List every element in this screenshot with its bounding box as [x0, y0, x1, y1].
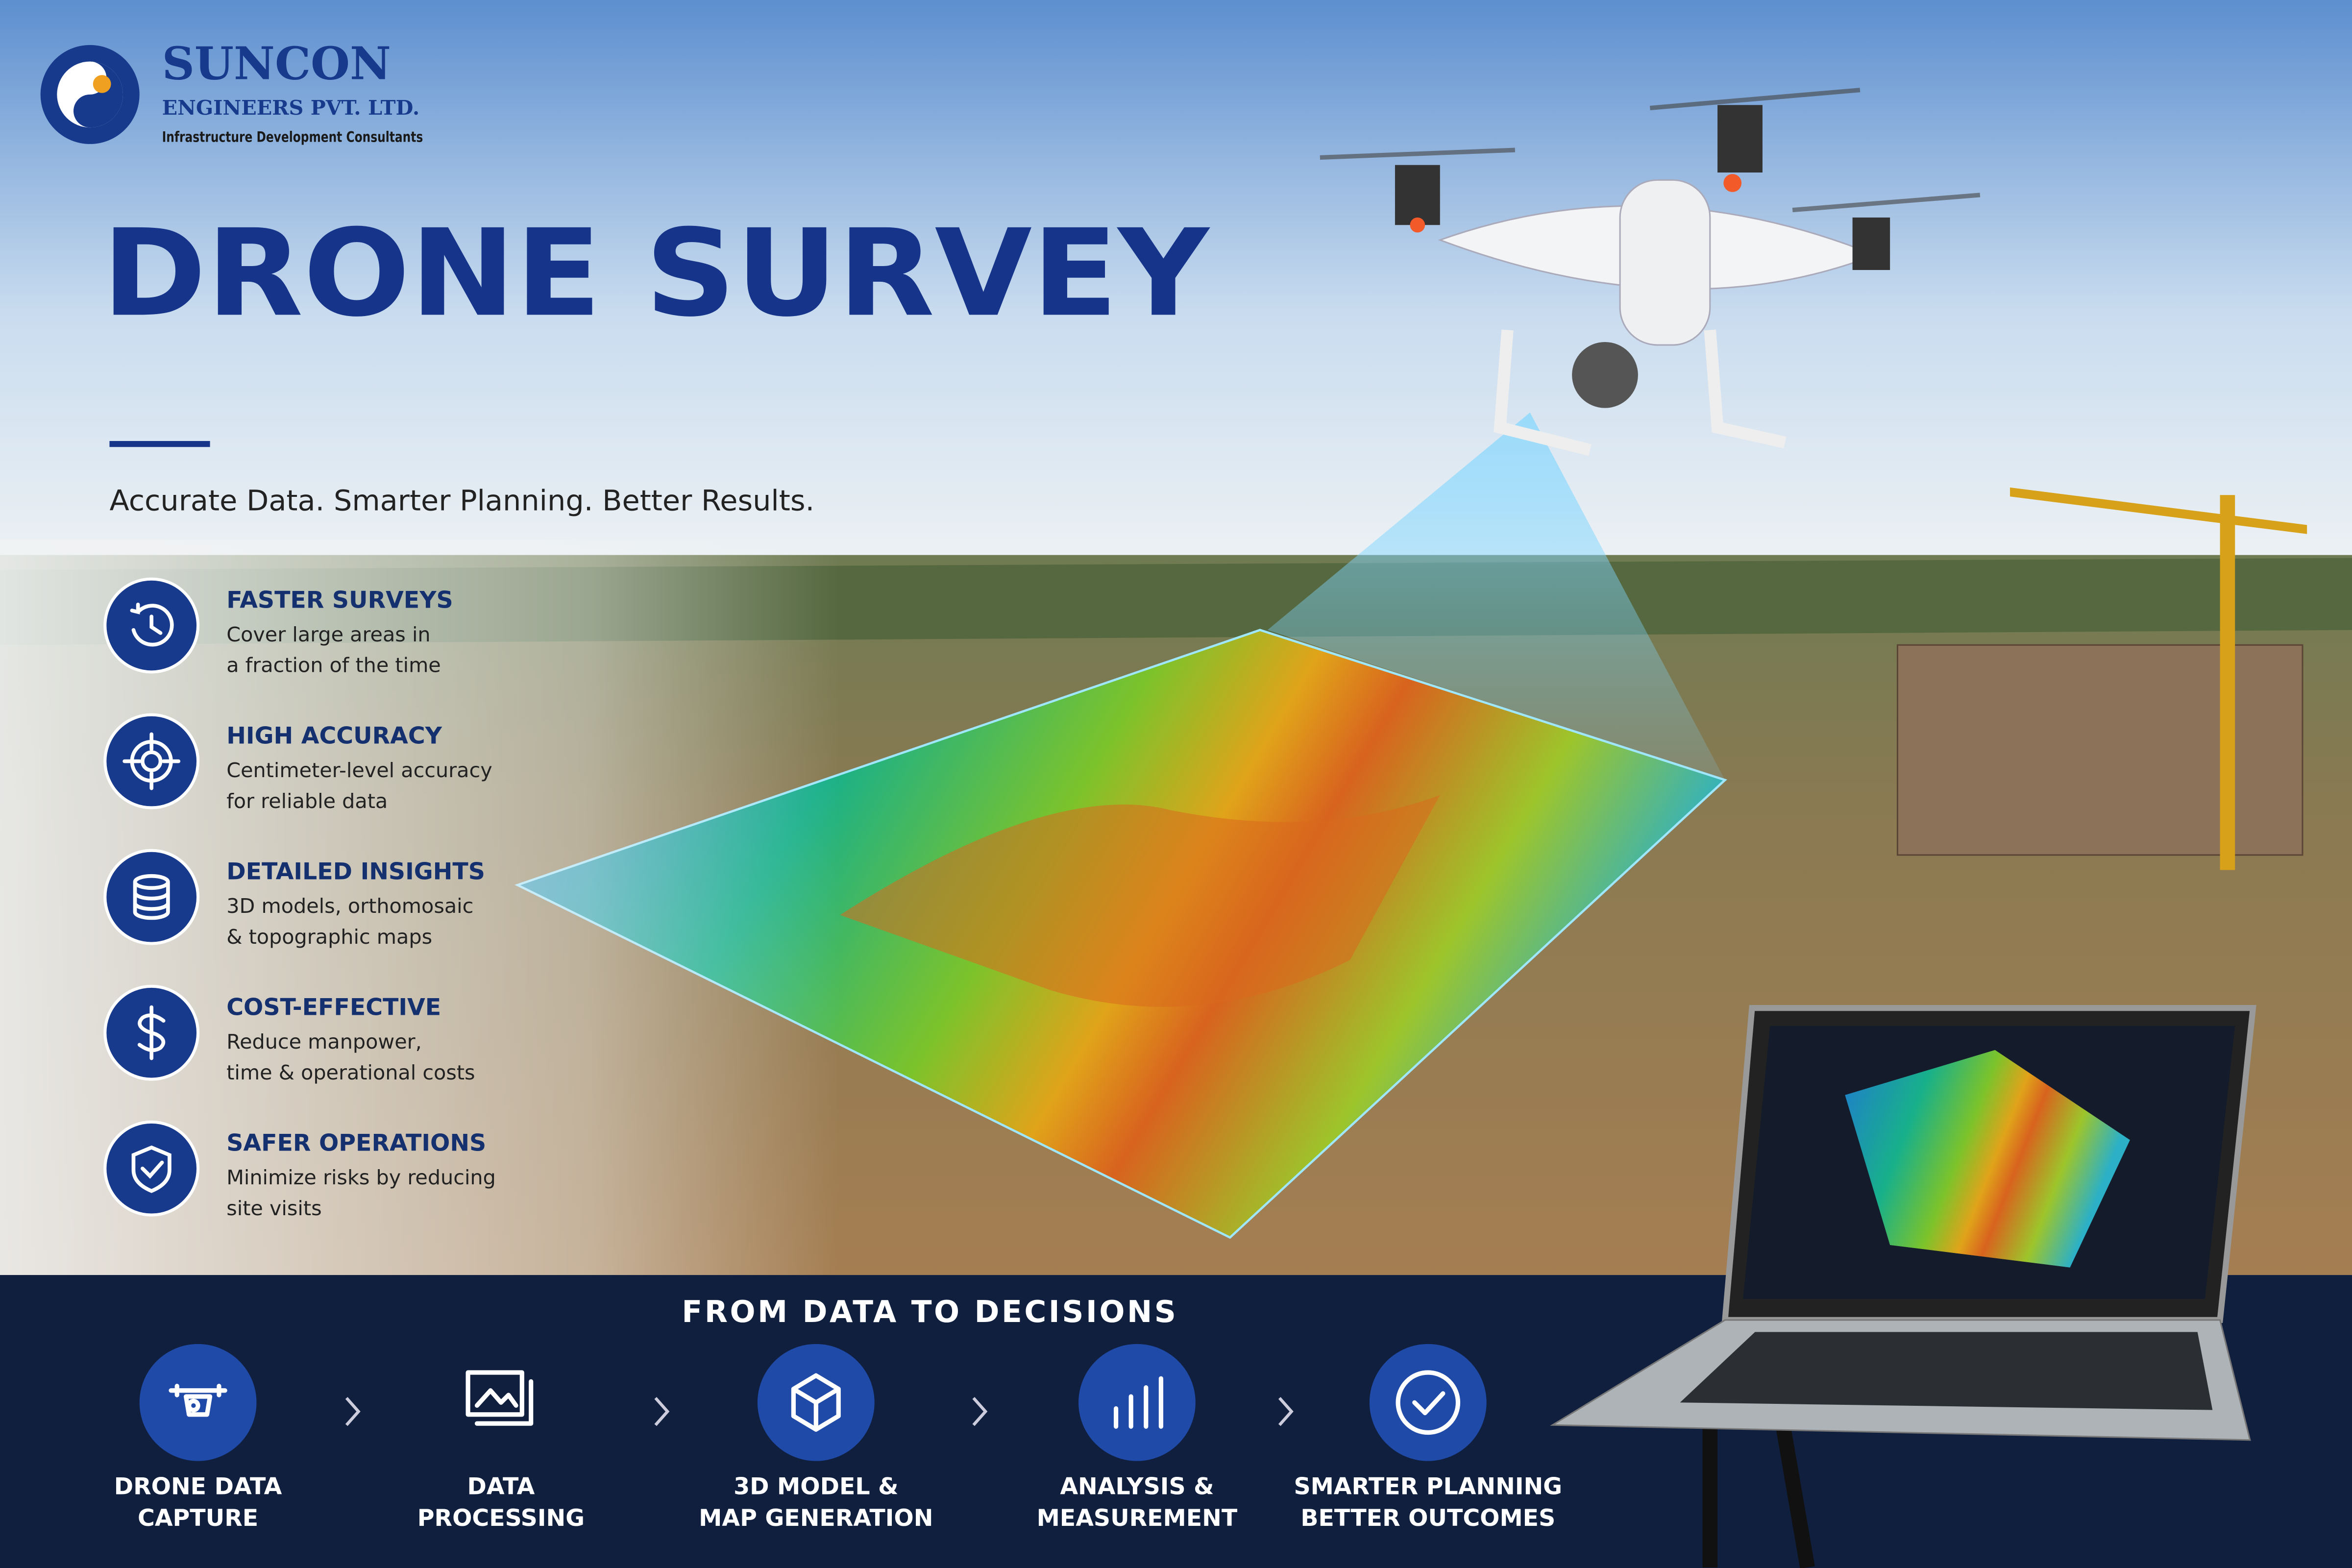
step-icon [169, 1383, 227, 1417]
feature-text: & topographic maps [226, 925, 432, 949]
screen-terrain [1845, 1050, 2130, 1268]
step-arrow [654, 1397, 670, 1426]
step-label: ANALYSIS & [1060, 1473, 1214, 1500]
step-icon-bg [1369, 1344, 1487, 1461]
drone-legs [1494, 329, 1787, 456]
step-label: SMARTER PLANNING [1294, 1473, 1562, 1500]
feature-text: 3D models, orthomosaic [226, 894, 473, 918]
feature-text: Cover large areas in [226, 623, 430, 646]
feature-icon [131, 1145, 172, 1193]
step-icon [1113, 1376, 1163, 1429]
feature-title: SAFER OPERATIONS [226, 1130, 486, 1157]
terrain-peak [840, 795, 1440, 1007]
drone-light [1410, 217, 1425, 233]
step-arrow [972, 1397, 988, 1426]
step-label: BETTER OUTCOMES [1300, 1505, 1555, 1532]
motor [1395, 165, 1440, 225]
step-label: MAP GENERATION [699, 1505, 933, 1532]
feature-text: Minimize risks by reducing [226, 1166, 496, 1189]
feature-text: a fraction of the time [226, 654, 441, 677]
feature-icon [130, 602, 174, 647]
step-label: PROCESSING [417, 1505, 585, 1532]
company-name-line2: ENGINEERS PVT. LTD. [162, 96, 420, 120]
feature-icon [133, 874, 170, 920]
feature-icon [137, 1005, 166, 1060]
step-icon-bg [1078, 1344, 1196, 1461]
feature-text: for reliable data [226, 789, 388, 813]
building [1896, 644, 2303, 856]
step-arrow [345, 1397, 361, 1426]
feature-title: HIGH ACCURACY [226, 723, 442, 750]
crane [2010, 487, 2307, 870]
feature-title: DETAILED INSIGHTS [226, 858, 485, 885]
step-arrow [1278, 1397, 1294, 1426]
step-icon [466, 1370, 534, 1426]
propeller [1320, 88, 1981, 213]
drone [1320, 88, 1981, 456]
company-tagline: Infrastructure Development Consultants [162, 129, 423, 146]
main-title: DRONE SURVEY [102, 203, 1210, 343]
drone-light [1723, 174, 1742, 192]
feature-title: COST-EFFECTIVE [226, 994, 441, 1021]
step-label: CAPTURE [138, 1505, 258, 1532]
feature-list: FASTER SURVEYS Cover large areas in a frac… [103, 577, 496, 1220]
motor [1717, 105, 1763, 173]
feature-text: Centimeter-level accuracy [226, 759, 492, 782]
slogan: Accurate Data. Smarter Planning. Better … [109, 484, 814, 517]
feature-icon [122, 732, 181, 790]
drone-fuselage [1619, 179, 1711, 346]
feature-icon-bg [103, 1120, 200, 1217]
company-name: SUNCON [162, 37, 391, 90]
step-label: MEASUREMENT [1037, 1505, 1238, 1532]
logo [40, 45, 140, 144]
step-label: 3D MODEL & [734, 1473, 898, 1500]
feature-text: Reduce manpower, [226, 1030, 422, 1054]
keyboard [1680, 1332, 2213, 1410]
logo-swirl [74, 61, 123, 128]
sky [0, 0, 2352, 570]
motor [1852, 217, 1890, 270]
step-label: DATA [467, 1473, 535, 1500]
feature-text: site visits [226, 1197, 321, 1220]
step-icon [791, 1373, 841, 1432]
step-icon [1396, 1370, 1461, 1435]
feature-text: time & operational costs [226, 1061, 475, 1084]
title-rule [109, 441, 210, 447]
process-steps: DRONE DATA CAPTURE DATA PROCESSING 3D MODEL … [114, 1344, 1562, 1532]
step-label: DRONE DATA [114, 1473, 282, 1500]
laptop [1550, 1005, 2256, 1568]
feature-icon-bg [103, 713, 200, 809]
drone-camera [1572, 342, 1638, 408]
feature-title: FASTER SURVEYS [226, 587, 453, 614]
logo-dot [93, 75, 111, 93]
scan-beam [1267, 412, 1725, 780]
process-heading: FROM DATA TO DECISIONS [682, 1295, 1178, 1329]
